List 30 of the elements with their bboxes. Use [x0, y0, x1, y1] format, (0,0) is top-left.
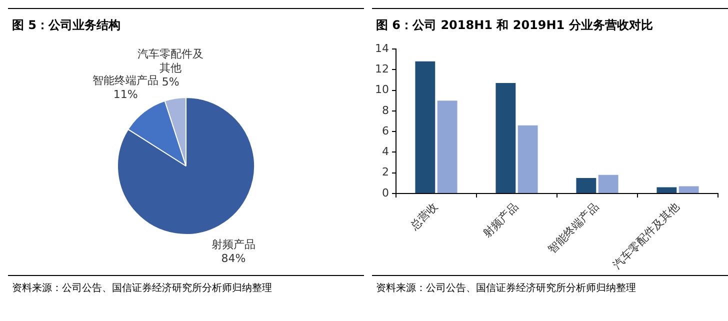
y-tick-label: 12 — [374, 62, 389, 76]
data-label: 5% — [162, 76, 180, 89]
data-label: 84% — [221, 252, 246, 266]
slice-label: 汽车零配件及其他 — [138, 48, 204, 75]
bar — [415, 61, 436, 193]
bar — [576, 178, 596, 193]
y-tick-label: 2 — [382, 166, 389, 179]
y-tick-label: 14 — [374, 42, 389, 55]
x-tick-label: 射频产品 — [480, 200, 521, 240]
y-tick-label: 4 — [382, 145, 389, 158]
bar — [437, 100, 458, 193]
bar — [656, 187, 677, 193]
bar — [496, 83, 516, 193]
y-tick-label: 10 — [374, 83, 389, 96]
x-tick-label: 总营收 — [407, 200, 440, 234]
y-tick-label: 6 — [382, 124, 389, 138]
text: 资料来源：公司公告、国信证券经济研究所分析师归纳整理 — [376, 282, 637, 295]
y-tick-label: 0 — [382, 186, 389, 200]
slice-label: 智能终端产品 — [92, 74, 159, 88]
chart-title: 图 5：公司业务结构 — [8, 8, 364, 39]
x-tick-label: 汽车零配件及其他 — [610, 200, 682, 272]
x-tick-label: 智能终端产品 — [546, 200, 602, 256]
bar — [518, 125, 538, 193]
chart-title: 图 6：公司 2018H1 和 2019H1 分业务营收对比 — [372, 8, 728, 39]
y-tick-label: 8 — [382, 104, 389, 117]
bar — [678, 186, 699, 193]
data-label: 11% — [113, 88, 138, 102]
slice-label: 射频产品 — [211, 238, 256, 252]
text: 资料来源：公司公告、国信证券经济研究所分析师归纳整理 — [12, 282, 273, 295]
bar — [598, 174, 618, 193]
